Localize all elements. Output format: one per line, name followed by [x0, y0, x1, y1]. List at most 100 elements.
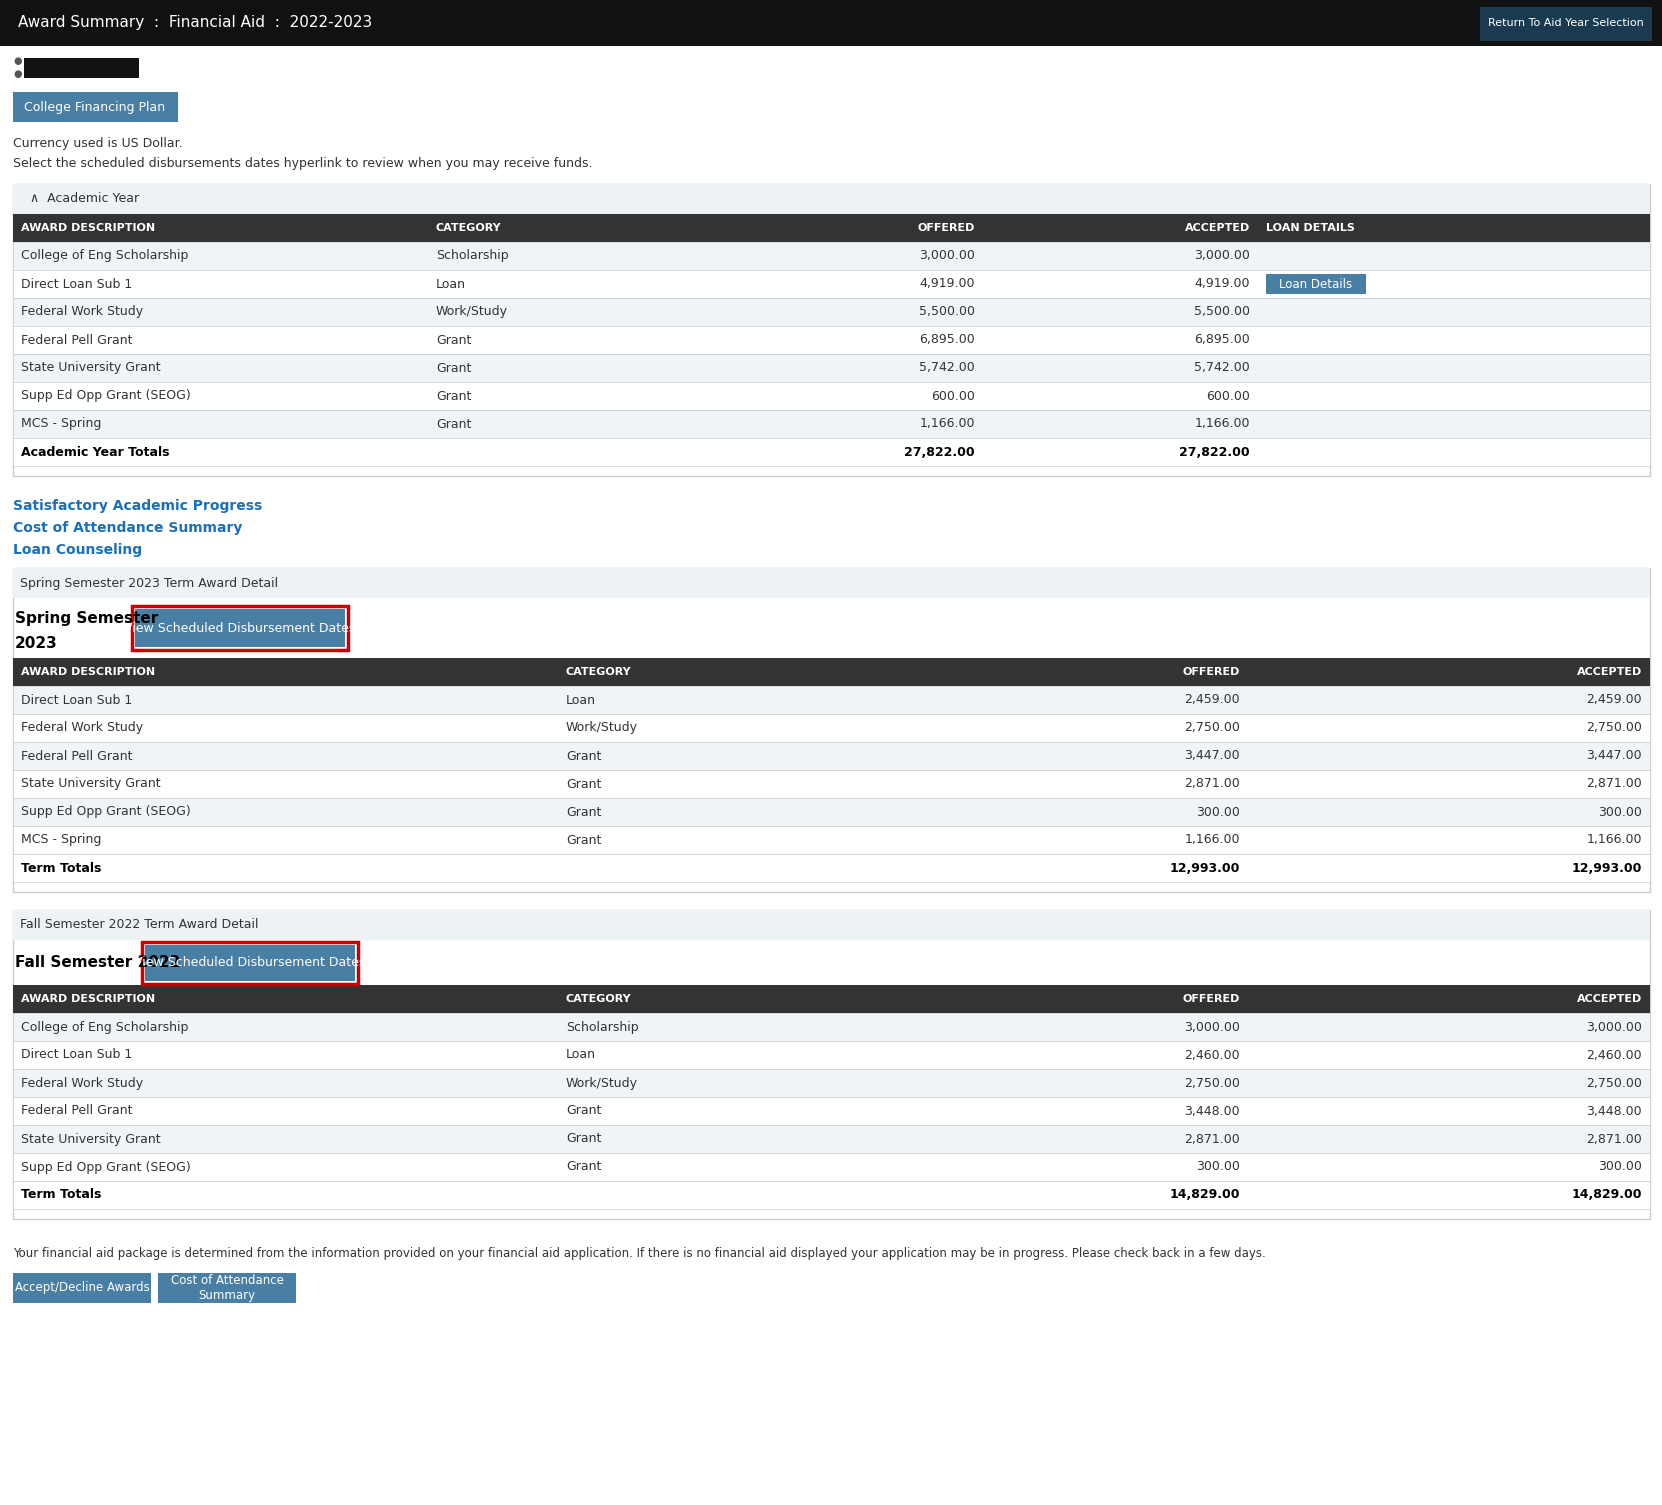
- Text: 1,166.00: 1,166.00: [1195, 417, 1250, 430]
- Text: Supp Ed Opp Grant (SEOG): Supp Ed Opp Grant (SEOG): [22, 805, 191, 819]
- Text: CATEGORY: CATEGORY: [567, 667, 632, 677]
- Text: ∧  Academic Year: ∧ Academic Year: [30, 193, 140, 206]
- Text: 2,871.00: 2,871.00: [1586, 1132, 1642, 1145]
- Text: 3,000.00: 3,000.00: [1193, 250, 1250, 262]
- Bar: [131, 607, 347, 650]
- Text: Award Summary  :  Financial Aid  :  2022-2023: Award Summary : Financial Aid : 2022-202…: [18, 15, 372, 30]
- Text: OFFERED: OFFERED: [1183, 993, 1240, 1004]
- Bar: [13, 242, 1650, 269]
- Text: 2,750.00: 2,750.00: [1183, 1076, 1240, 1090]
- Text: Satisfactory Academic Progress: Satisfactory Academic Progress: [13, 500, 263, 513]
- Bar: [13, 1069, 1650, 1097]
- Text: 6,895.00: 6,895.00: [1195, 334, 1250, 346]
- Text: 300.00: 300.00: [1197, 805, 1240, 819]
- Text: Cost of Attendance Summary: Cost of Attendance Summary: [13, 521, 243, 534]
- Bar: [13, 1181, 1650, 1209]
- Text: 1,166.00: 1,166.00: [1185, 834, 1240, 846]
- Text: ●: ●: [13, 69, 22, 78]
- Text: Fall Semester 2022 Term Award Detail: Fall Semester 2022 Term Award Detail: [20, 918, 259, 932]
- Text: Direct Loan Sub 1: Direct Loan Sub 1: [22, 277, 133, 290]
- Text: 5,500.00: 5,500.00: [919, 306, 976, 319]
- Text: CATEGORY: CATEGORY: [435, 223, 502, 233]
- Text: 2,460.00: 2,460.00: [1185, 1049, 1240, 1061]
- Bar: [135, 610, 346, 647]
- Text: Spring Semester 2023 Term Award Detail: Spring Semester 2023 Term Award Detail: [20, 576, 278, 590]
- Text: Federal Pell Grant: Federal Pell Grant: [22, 749, 133, 763]
- Text: 2,459.00: 2,459.00: [1586, 694, 1642, 706]
- Text: State University Grant: State University Grant: [22, 361, 161, 375]
- Text: 300.00: 300.00: [1599, 1160, 1642, 1174]
- Text: Grant: Grant: [567, 749, 602, 763]
- Text: Currency used is US Dollar.: Currency used is US Dollar.: [13, 137, 183, 150]
- Text: OFFERED: OFFERED: [1183, 667, 1240, 677]
- Text: Select the scheduled disbursements dates hyperlink to review when you may receiv: Select the scheduled disbursements dates…: [13, 158, 592, 170]
- Text: Loan: Loan: [567, 1049, 597, 1061]
- Text: 2023: 2023: [15, 635, 58, 650]
- Text: Grant: Grant: [567, 1160, 602, 1174]
- Text: 3,447.00: 3,447.00: [1586, 749, 1642, 763]
- Text: Grant: Grant: [567, 1132, 602, 1145]
- Text: 4,919.00: 4,919.00: [919, 277, 976, 290]
- Text: 3,000.00: 3,000.00: [1183, 1020, 1240, 1034]
- Text: 5,500.00: 5,500.00: [1193, 306, 1250, 319]
- Bar: [13, 382, 1650, 409]
- Text: 2,871.00: 2,871.00: [1586, 778, 1642, 790]
- Bar: [13, 1153, 1650, 1181]
- Text: 1,166.00: 1,166.00: [1587, 834, 1642, 846]
- Bar: [13, 327, 1650, 354]
- Text: MCS - Spring: MCS - Spring: [22, 417, 101, 430]
- Text: 6,895.00: 6,895.00: [919, 334, 976, 346]
- Text: ACCEPTED: ACCEPTED: [1577, 667, 1642, 677]
- Text: 3,000.00: 3,000.00: [1586, 1020, 1642, 1034]
- Text: 3,448.00: 3,448.00: [1586, 1105, 1642, 1118]
- Text: 2,871.00: 2,871.00: [1185, 1132, 1240, 1145]
- Text: Term Totals: Term Totals: [22, 861, 101, 874]
- Bar: [13, 214, 1650, 242]
- Text: 12,993.00: 12,993.00: [1170, 861, 1240, 874]
- Text: Your financial aid package is determined from the information provided on your f: Your financial aid package is determined…: [13, 1246, 1266, 1260]
- Text: Grant: Grant: [567, 1105, 602, 1118]
- Text: 3,447.00: 3,447.00: [1185, 749, 1240, 763]
- Text: Work/Study: Work/Study: [567, 721, 638, 734]
- Text: 14,829.00: 14,829.00: [1170, 1189, 1240, 1201]
- Text: Grant: Grant: [567, 805, 602, 819]
- Text: 2,460.00: 2,460.00: [1586, 1049, 1642, 1061]
- Text: College of Eng Scholarship: College of Eng Scholarship: [22, 250, 188, 262]
- Text: Supp Ed Opp Grant (SEOG): Supp Ed Opp Grant (SEOG): [22, 390, 191, 402]
- Text: Cost of Attendance
Summary: Cost of Attendance Summary: [171, 1275, 284, 1302]
- Text: Scholarship: Scholarship: [435, 250, 509, 262]
- Text: AWARD DESCRIPTION: AWARD DESCRIPTION: [22, 667, 155, 677]
- Text: 2,871.00: 2,871.00: [1185, 778, 1240, 790]
- Bar: [13, 438, 1650, 467]
- Bar: [13, 713, 1650, 742]
- Text: Federal Pell Grant: Federal Pell Grant: [22, 334, 133, 346]
- Bar: [13, 269, 1650, 298]
- Text: 12,993.00: 12,993.00: [1572, 861, 1642, 874]
- Bar: [13, 354, 1650, 382]
- Text: College Financing Plan: College Financing Plan: [25, 101, 166, 113]
- Text: Work/Study: Work/Study: [435, 306, 509, 319]
- Bar: [13, 853, 1650, 882]
- Text: 600.00: 600.00: [1207, 390, 1250, 402]
- Text: Return To Aid Year Selection: Return To Aid Year Selection: [1487, 18, 1644, 29]
- Bar: [13, 567, 1650, 892]
- Text: 3,000.00: 3,000.00: [919, 250, 976, 262]
- Text: 300.00: 300.00: [1599, 805, 1642, 819]
- Text: OFFERED: OFFERED: [917, 223, 976, 233]
- Text: Spring Semester: Spring Semester: [15, 611, 158, 626]
- Bar: [13, 567, 1650, 597]
- Bar: [1266, 274, 1366, 293]
- Text: Federal Work Study: Federal Work Study: [22, 721, 143, 734]
- Text: Loan: Loan: [567, 694, 597, 706]
- Bar: [0, 0, 1662, 47]
- Text: View Scheduled Disbursement Dates: View Scheduled Disbursement Dates: [135, 957, 366, 969]
- Text: Scholarship: Scholarship: [567, 1020, 638, 1034]
- Text: LOAN DETAILS: LOAN DETAILS: [1266, 223, 1355, 233]
- Text: Grant: Grant: [435, 361, 472, 375]
- Bar: [13, 1273, 151, 1303]
- Text: Grant: Grant: [435, 417, 472, 430]
- Text: 2,750.00: 2,750.00: [1183, 721, 1240, 734]
- Bar: [13, 1097, 1650, 1126]
- Bar: [145, 945, 356, 981]
- Text: Federal Pell Grant: Federal Pell Grant: [22, 1105, 133, 1118]
